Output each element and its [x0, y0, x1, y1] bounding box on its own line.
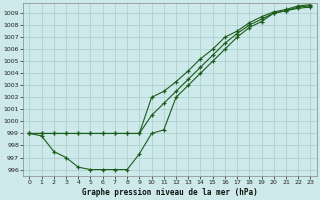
X-axis label: Graphe pression niveau de la mer (hPa): Graphe pression niveau de la mer (hPa) [82, 188, 258, 197]
